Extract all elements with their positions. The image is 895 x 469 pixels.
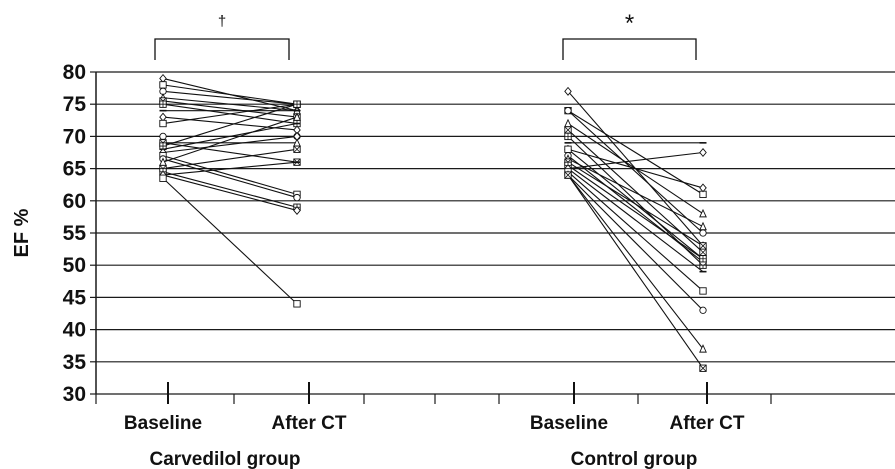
patient-line xyxy=(162,116,298,163)
group-1-series xyxy=(564,86,707,372)
marker-circle xyxy=(564,106,572,115)
marker-plussquare-cross xyxy=(293,101,301,108)
significance-brackets: † * xyxy=(154,10,697,60)
category-label-after: After CT xyxy=(272,413,347,434)
patient-line xyxy=(567,168,704,273)
patient-line xyxy=(162,103,298,147)
patient-line xyxy=(162,84,298,105)
marker-xsquare-cross xyxy=(699,364,707,372)
category-label-baseline: Baseline xyxy=(530,413,608,434)
patient-line xyxy=(162,90,298,105)
patient-line xyxy=(567,161,704,247)
y-tick-label: 35 xyxy=(63,351,87,374)
significance-marker: † xyxy=(218,13,226,30)
significance-bracket xyxy=(154,38,290,60)
marker-xsquare-cross xyxy=(564,126,572,134)
category-label-after: After CT xyxy=(670,413,745,434)
patient-line xyxy=(567,110,704,234)
patient-line xyxy=(567,171,704,292)
y-tick-label: 75 xyxy=(63,93,87,116)
patient-line xyxy=(162,97,298,112)
y-tick-label: 45 xyxy=(63,286,87,309)
marker-square xyxy=(564,145,572,153)
patient-line xyxy=(162,148,298,170)
axis-labels: 30 35 40 45 50 55 60 65 70 75 80 EF % Baseline After … xyxy=(11,61,745,469)
series-lines xyxy=(159,73,707,372)
marker-diamond xyxy=(293,131,301,141)
marker-circle xyxy=(699,229,707,237)
marker-xsquare-cross xyxy=(699,242,707,250)
significance-bracket xyxy=(562,38,697,60)
marker-square xyxy=(159,81,167,89)
marker-diamond xyxy=(159,73,167,83)
marker-triangle xyxy=(699,208,707,218)
y-tick-label: 70 xyxy=(63,125,86,148)
marker-xsquare-cross xyxy=(564,171,572,179)
y-tick-label: 40 xyxy=(63,319,86,342)
marker-square xyxy=(159,119,167,128)
marker-square xyxy=(293,300,301,308)
marker-triangle xyxy=(699,221,707,231)
marker-square xyxy=(699,287,707,295)
patient-line xyxy=(567,158,704,228)
group-label: Control group xyxy=(571,449,698,469)
patient-line xyxy=(567,164,704,260)
marker-diamond xyxy=(564,86,572,96)
patient-line xyxy=(567,148,704,189)
significance-marker: * xyxy=(625,10,634,37)
patient-line xyxy=(162,177,298,305)
category-label-baseline: Baseline xyxy=(124,413,202,434)
marker-diamond xyxy=(293,205,301,215)
y-tick-label: 50 xyxy=(63,254,86,277)
marker-triangle xyxy=(564,118,572,128)
marker-square xyxy=(159,174,167,182)
marker-plussquare-cross xyxy=(159,101,167,108)
marker-triangle xyxy=(699,344,707,353)
patient-line xyxy=(162,171,298,208)
axes xyxy=(90,71,772,404)
y-tick-label: 60 xyxy=(63,190,86,213)
marker-triangle xyxy=(293,112,301,121)
patient-line xyxy=(567,110,704,195)
marker-circle xyxy=(293,193,301,202)
marker-diamond xyxy=(159,112,167,122)
y-tick-label: 55 xyxy=(63,222,87,245)
group-0-series xyxy=(159,73,301,308)
y-tick-label: 30 xyxy=(63,383,86,406)
marker-xsquare-cross xyxy=(293,145,301,153)
y-axis-title: EF % xyxy=(11,208,33,257)
grid-lines xyxy=(96,71,895,395)
patient-line xyxy=(162,135,298,154)
patient-line xyxy=(162,161,298,176)
marker-diamond xyxy=(699,148,707,157)
patient-line xyxy=(567,155,704,263)
marker-plussquare-cross xyxy=(564,133,572,140)
patient-line xyxy=(162,142,298,163)
patient-line xyxy=(162,174,298,211)
patient-line xyxy=(162,100,298,118)
patient-line xyxy=(162,158,298,199)
group-label: Carvedilol group xyxy=(150,449,301,469)
patient-line xyxy=(567,174,704,369)
patient-line xyxy=(162,103,298,125)
patient-line xyxy=(162,122,298,150)
marker-plussquare-cross xyxy=(699,255,707,262)
y-tick-label: 80 xyxy=(63,61,86,84)
marker-diamond xyxy=(699,183,707,193)
patient-line xyxy=(567,151,704,170)
patient-line xyxy=(567,174,704,350)
patient-line xyxy=(162,155,298,195)
marker-xsquare-cross xyxy=(699,248,707,256)
patient-line xyxy=(567,174,704,311)
marker-circle xyxy=(699,306,707,314)
y-tick-label: 65 xyxy=(63,158,87,181)
